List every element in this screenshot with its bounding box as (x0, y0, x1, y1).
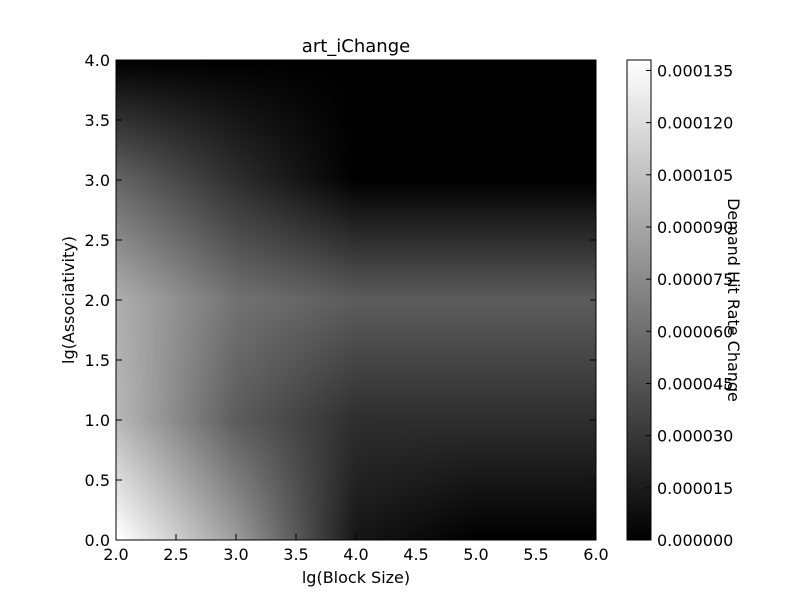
y-tick-label: 1.0 (85, 411, 110, 430)
x-axis-ticks: 2.0 2.5 3.0 3.5 4.0 4.5 5.0 5.5 6.0 (103, 60, 609, 564)
y-axis-ticks: 0.0 0.5 1.0 1.5 2.0 2.5 3.0 3.5 4.0 (85, 51, 596, 550)
colorbar-tick-label: 0.000135 (657, 61, 733, 80)
colorbar-label: Demand Hit Rate Change (724, 198, 743, 402)
y-tick-label: 2.5 (85, 231, 110, 250)
colorbar-tick-label: 0.000000 (657, 531, 733, 550)
colorbar (627, 60, 651, 540)
x-axis-label: lg(Block Size) (302, 568, 410, 587)
colorbar-tick-label: 0.000060 (657, 322, 733, 341)
x-tick-label: 2.5 (163, 545, 188, 564)
y-tick-label: 2.0 (85, 291, 110, 310)
x-tick-label: 6.0 (583, 545, 608, 564)
y-axis-label: lg(Associativity) (59, 236, 78, 364)
colorbar-tick-label: 0.000120 (657, 114, 733, 133)
x-tick-label: 3.5 (283, 545, 308, 564)
colorbar-tick-label: 0.000015 (657, 479, 733, 498)
heatmap-image (116, 60, 596, 540)
colorbar-tick-label: 0.000075 (657, 270, 733, 289)
y-tick-label: 4.0 (85, 51, 110, 70)
x-tick-label: 4.5 (403, 545, 428, 564)
y-tick-label: 1.5 (85, 351, 110, 370)
colorbar-tick-label: 0.000105 (657, 166, 733, 185)
y-tick-label: 0.0 (85, 531, 110, 550)
colorbar-frame (626, 59, 652, 541)
colorbar-tick-label: 0.000045 (657, 374, 733, 393)
x-tick-label: 2.0 (103, 545, 128, 564)
x-tick-label: 5.5 (523, 545, 548, 564)
colorbar-ticks: 0.000000 0.000015 0.000030 0.000045 0.000060… (646, 61, 733, 550)
colorbar-tick-label: 0.000030 (657, 427, 733, 446)
y-tick-label: 3.5 (85, 111, 110, 130)
colorbar-tick-label: 0.000090 (657, 218, 733, 237)
x-tick-label: 3.0 (223, 545, 248, 564)
chart-title: art_iChange (302, 36, 410, 57)
x-tick-label: 4.0 (343, 545, 368, 564)
x-tick-label: 5.0 (463, 545, 488, 564)
plot-frame (115, 59, 597, 541)
y-tick-label: 3.0 (85, 171, 110, 190)
y-tick-label: 0.5 (85, 471, 110, 490)
